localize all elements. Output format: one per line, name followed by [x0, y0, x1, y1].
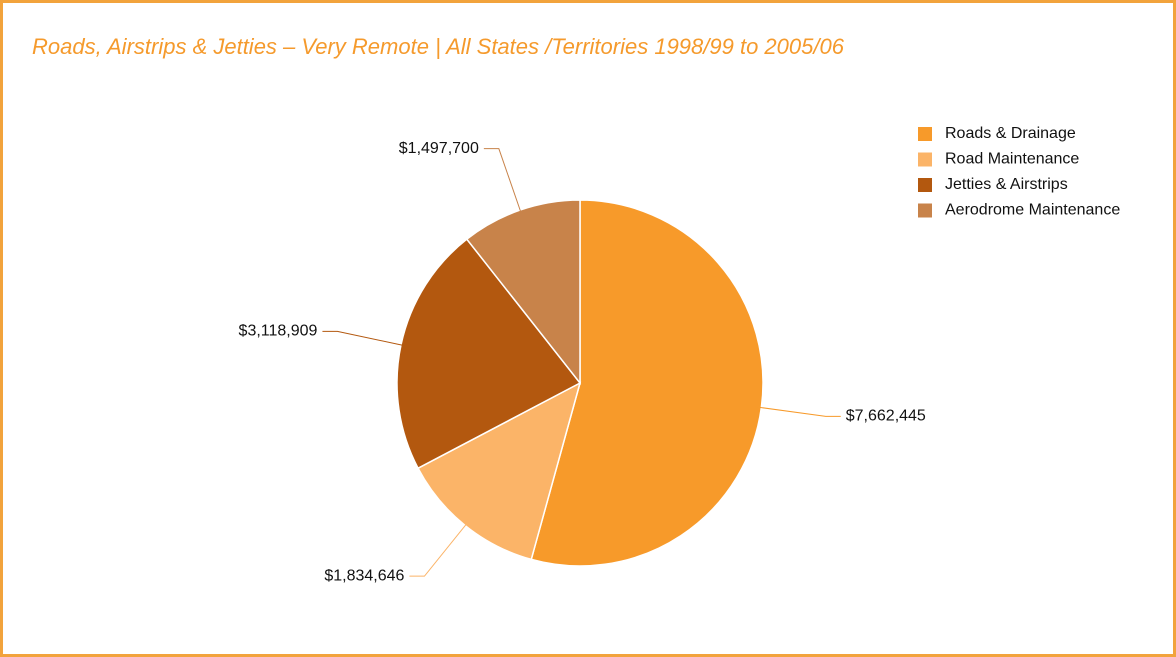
- data-label: $1,834,646: [324, 567, 404, 584]
- data-label: $3,118,909: [239, 323, 318, 340]
- legend-label: Jetties & Airstrips: [945, 176, 1068, 193]
- legend-label: Roads & Drainage: [945, 125, 1076, 142]
- legend-swatch: [918, 127, 932, 141]
- chart-title: Roads, Airstrips & Jetties – Very Remote…: [32, 34, 845, 59]
- data-label: $1,497,700: [399, 140, 479, 157]
- legend-swatch: [918, 178, 932, 192]
- leader-line: [483, 148, 522, 215]
- data-label: $7,662,445: [846, 408, 926, 425]
- leader-line: [409, 522, 469, 577]
- legend-swatch: [918, 203, 932, 218]
- leader-line: [322, 330, 406, 347]
- legend-label: Road Maintenance: [945, 151, 1079, 168]
- legend-swatch: [918, 152, 932, 167]
- leader-line: [757, 406, 841, 417]
- legend-label: Aerodrome Maintenance: [945, 202, 1120, 219]
